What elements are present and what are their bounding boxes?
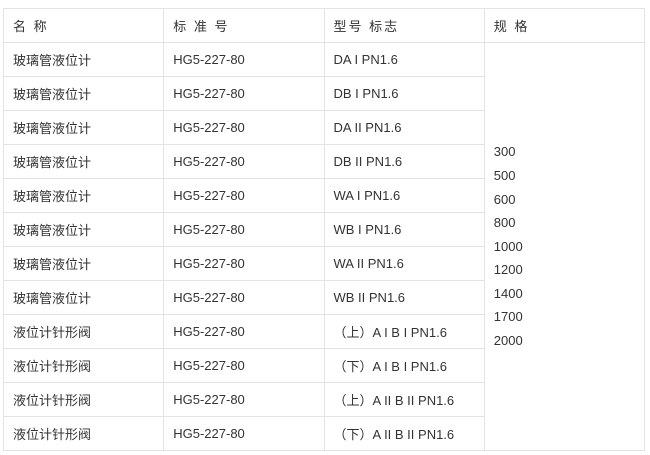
spec-table: 名 称 标 准 号 型号 标志 规 格 玻璃管液位计 HG5-227-80 DA I… bbox=[2, 8, 646, 451]
spec-value: 600 bbox=[493, 191, 516, 207]
cell-standard: HG5-227-80 bbox=[163, 416, 325, 451]
table-row: 玻璃管液位计 HG5-227-80 WB II PN1.6 bbox=[2, 280, 645, 315]
header-spec: 规 格 bbox=[483, 8, 646, 43]
table-row: 玻璃管液位计 HG5-227-80 WB I PN1.6 bbox=[2, 212, 645, 247]
cell-standard: HG5-227-80 bbox=[163, 42, 325, 77]
cell-standard: HG5-227-80 bbox=[163, 348, 325, 383]
header-standard: 标 准 号 bbox=[163, 8, 325, 43]
cell-standard: HG5-227-80 bbox=[163, 110, 325, 145]
cell-model: DB II PN1.6 bbox=[323, 144, 485, 179]
cell-spec-list: 300 500 600 800 1000 1200 1400 1700 2000 bbox=[483, 42, 646, 451]
cell-model: （上）A II B II PN1.6 bbox=[323, 382, 485, 417]
cell-model: WB II PN1.6 bbox=[323, 280, 485, 315]
cell-standard: HG5-227-80 bbox=[163, 76, 325, 111]
cell-name: 玻璃管液位计 bbox=[2, 42, 165, 77]
header-row: 名 称 标 准 号 型号 标志 规 格 bbox=[2, 8, 646, 43]
spec-value: 800 bbox=[493, 215, 516, 231]
spec-value: 1200 bbox=[493, 262, 523, 278]
cell-name: 液位计针形阀 bbox=[2, 348, 165, 383]
spec-value: 1000 bbox=[493, 238, 523, 254]
cell-model: （下）A II B II PN1.6 bbox=[323, 416, 485, 451]
cell-name: 玻璃管液位计 bbox=[2, 246, 165, 281]
cell-model: WA II PN1.6 bbox=[323, 246, 485, 281]
cell-standard: HG5-227-80 bbox=[163, 382, 325, 417]
table-row: 玻璃管液位计 HG5-227-80 DB II PN1.6 bbox=[2, 144, 645, 179]
spec-value: 1400 bbox=[493, 285, 523, 301]
table-row: 玻璃管液位计 HG5-227-80 DA I PN1.6 300 500 600 800 10… bbox=[2, 42, 646, 451]
spec-value: 500 bbox=[493, 167, 516, 183]
table-row: 液位计针形阀 HG5-227-80 （上）A I B I PN1.6 bbox=[2, 314, 645, 349]
cell-name: 玻璃管液位计 bbox=[2, 110, 165, 145]
spec-value: 1700 bbox=[493, 309, 523, 325]
table-row: 玻璃管液位计 HG5-227-80 WA II PN1.6 bbox=[2, 246, 645, 281]
cell-model: （下）A I B I PN1.6 bbox=[323, 348, 485, 383]
table-row: 玻璃管液位计 HG5-227-80 DB I PN1.6 bbox=[2, 76, 645, 111]
table-row: 玻璃管液位计 HG5-227-80 WA I PN1.6 bbox=[2, 178, 645, 213]
spec-value: 300 bbox=[493, 144, 516, 160]
cell-model: WB I PN1.6 bbox=[323, 212, 485, 247]
cell-name: 玻璃管液位计 bbox=[2, 144, 165, 179]
spec-value: 2000 bbox=[493, 333, 523, 349]
cell-standard: HG5-227-80 bbox=[163, 246, 325, 281]
cell-standard: HG5-227-80 bbox=[163, 212, 325, 247]
header-name: 名 称 bbox=[2, 8, 165, 43]
cell-name: 玻璃管液位计 bbox=[2, 212, 165, 247]
cell-standard: HG5-227-80 bbox=[163, 178, 325, 213]
cell-standard: HG5-227-80 bbox=[163, 280, 325, 315]
header-model: 型号 标志 bbox=[323, 8, 485, 43]
cell-standard: HG5-227-80 bbox=[163, 144, 325, 179]
cell-name: 玻璃管液位计 bbox=[2, 178, 165, 213]
cell-model: DB I PN1.6 bbox=[323, 76, 485, 111]
cell-model: （上）A I B I PN1.6 bbox=[323, 314, 485, 349]
cell-model: WA I PN1.6 bbox=[323, 178, 485, 213]
cell-name: 玻璃管液位计 bbox=[2, 280, 165, 315]
cell-name: 液位计针形阀 bbox=[2, 382, 165, 417]
cell-model: DA II PN1.6 bbox=[323, 110, 485, 145]
cell-name: 玻璃管液位计 bbox=[2, 76, 165, 111]
cell-name: 液位计针形阀 bbox=[2, 314, 165, 349]
cell-standard: HG5-227-80 bbox=[163, 314, 325, 349]
table-row: 玻璃管液位计 HG5-227-80 DA II PN1.6 bbox=[2, 110, 645, 145]
table-row: 液位计针形阀 HG5-227-80 （下）A II B II PN1.6 bbox=[2, 416, 645, 451]
table-row: 液位计针形阀 HG5-227-80 （上）A II B II PN1.6 bbox=[2, 382, 645, 417]
table-row: 液位计针形阀 HG5-227-80 （下）A I B I PN1.6 bbox=[2, 348, 645, 383]
cell-name: 液位计针形阀 bbox=[2, 416, 165, 451]
cell-model: DA I PN1.6 bbox=[323, 42, 485, 77]
